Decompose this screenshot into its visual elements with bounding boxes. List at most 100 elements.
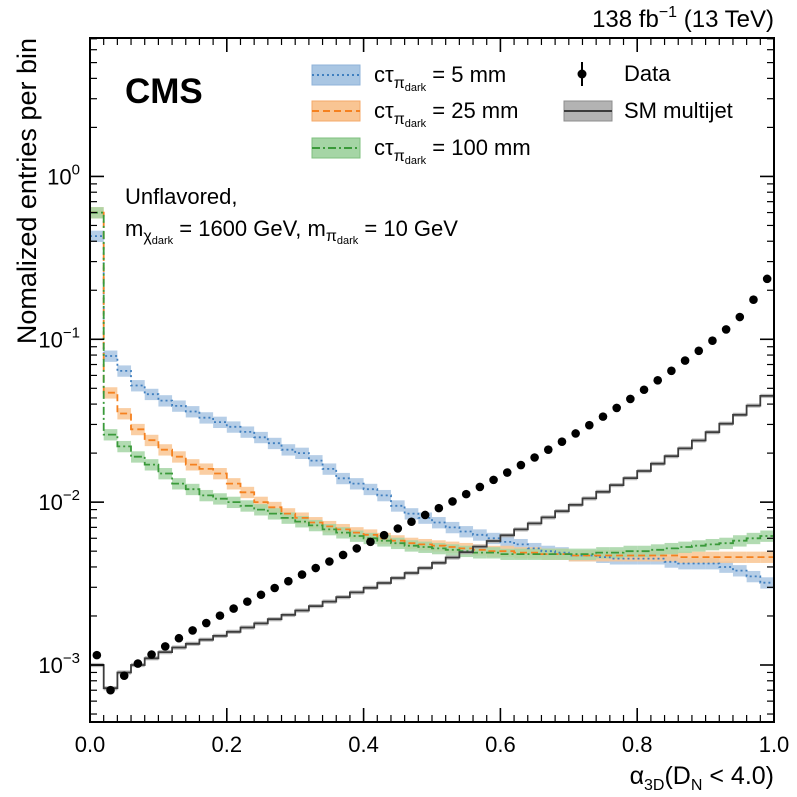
data-point: [721, 325, 731, 334]
ct5-band-bin: [732, 565, 747, 577]
data-point: [448, 497, 457, 506]
ct25-band-bin: [788, 552, 797, 563]
series-lines: [90, 211, 774, 690]
ct5-band-bin: [131, 380, 145, 392]
ct5-band-bin: [705, 558, 720, 570]
ct5-band-bin: [254, 431, 268, 444]
data-point: [626, 394, 635, 404]
legend: cτπdark = 5 mm cτπdark = 25 mm cτπdark =…: [311, 61, 733, 167]
data-point: [366, 537, 375, 547]
y-tick-label: 10−2: [38, 487, 80, 515]
ct5-band-bin: [719, 561, 733, 573]
ct100-band-bin: [705, 538, 720, 551]
ct100-band-bin: [541, 548, 556, 560]
ct5-band-bin: [445, 521, 460, 534]
annotation-line2: mχdark = 1600 GeV, mπdark = 10 GeV: [125, 216, 458, 247]
data-point: [311, 563, 321, 573]
ct5-band-bin: [500, 536, 515, 548]
data-point: [653, 375, 663, 385]
data-point: [680, 356, 690, 365]
ct25-step-line: [90, 211, 774, 558]
ct100-band-bin: [349, 530, 364, 542]
annotation-dark2: dark: [337, 235, 359, 247]
sm-step-line: [90, 384, 774, 690]
data-point: [106, 685, 115, 695]
x-tick-label: 0.8: [622, 732, 653, 757]
legend-swatch-data-marker: [577, 69, 587, 79]
ct5-band-bin: [377, 489, 391, 502]
data-point: [407, 517, 416, 527]
data-point: [420, 510, 430, 520]
ct5-band-bin: [788, 587, 797, 598]
data-point: [543, 445, 553, 454]
ct5-band-bin: [240, 426, 255, 438]
data-point: [284, 576, 293, 586]
ct25-band-bin: [691, 551, 706, 563]
data-point: [270, 583, 279, 593]
y-tick-label: 10−3: [38, 650, 80, 678]
data-point: [612, 403, 621, 413]
data-point: [639, 385, 649, 395]
y-tick-label: 100: [47, 161, 80, 189]
ct5-band-bin: [404, 508, 419, 520]
ct5-band-bin: [349, 478, 364, 490]
ct5-band-bin: [514, 538, 528, 551]
data-point: [215, 611, 225, 620]
data-point: [352, 544, 362, 553]
ct25-band-bin: [199, 463, 214, 475]
x-tick-label: 0.2: [212, 732, 243, 757]
ct100-band-bin: [418, 541, 432, 553]
ct100-band-bin: [144, 459, 159, 471]
lumi-label: 138 fb−1 (13 TeV): [592, 4, 774, 33]
data-point: [667, 366, 676, 376]
data-point: [297, 570, 307, 579]
ct100-step-line: [90, 211, 774, 555]
data-point: [749, 295, 758, 305]
y-axis-title: Nomalized entries per bin: [12, 38, 42, 344]
ct100-band-bin: [555, 548, 569, 560]
annotation-pi: π: [326, 228, 337, 245]
data-point: [571, 429, 580, 438]
ct5-band-bin: [473, 529, 487, 541]
data-point: [598, 412, 608, 421]
ct100-band-bin: [582, 548, 597, 560]
ct5-band-bin: [664, 556, 679, 568]
data-point: [229, 604, 238, 613]
sm-band-bin: [774, 384, 788, 388]
ct25-band-bin: [774, 552, 788, 563]
data-point: [338, 550, 348, 560]
ct100-band-bin: [308, 519, 323, 532]
ct25-band-bin: [760, 551, 774, 563]
ct5-band-bin: [158, 395, 173, 407]
annotation-chi: χ: [143, 228, 152, 245]
data-point: [393, 524, 403, 533]
data-points: [92, 274, 772, 695]
legend-label-ct25: cτπdark = 25 mm: [374, 98, 518, 130]
ct100-band-bin: [691, 540, 706, 552]
x-tick-label: 1.0: [759, 732, 790, 757]
lumi-exponent: −1: [659, 4, 677, 21]
data-point: [256, 590, 266, 600]
annotation-m1: m: [125, 216, 143, 241]
data-point: [174, 633, 184, 643]
data-point: [243, 597, 252, 606]
data-point: [92, 650, 102, 660]
ct5-band-bin: [185, 406, 200, 418]
annotation-tail: = 10 GeV: [358, 216, 458, 241]
y-axis-ticks: 10−3 10−2 10−1 100: [38, 38, 774, 715]
sm-band-bin: [788, 373, 797, 377]
data-point: [516, 460, 526, 470]
legend-label-ct100: cτπdark = 100 mm: [374, 135, 531, 167]
data-point: [379, 530, 389, 540]
annotation-dark1: dark: [152, 235, 174, 247]
x-tick-label: 0.6: [485, 732, 516, 757]
annotation-mid: = 1600 GeV, m: [173, 216, 326, 241]
data-point: [708, 336, 717, 346]
ct25-band-bin: [705, 551, 720, 563]
ct5-band-bin: [774, 582, 788, 593]
ct100-band-bin: [473, 547, 487, 559]
data-point: [735, 312, 745, 322]
data-point: [325, 557, 334, 566]
ct5-band-bin: [363, 483, 378, 496]
ct25-band-bin: [650, 550, 665, 562]
